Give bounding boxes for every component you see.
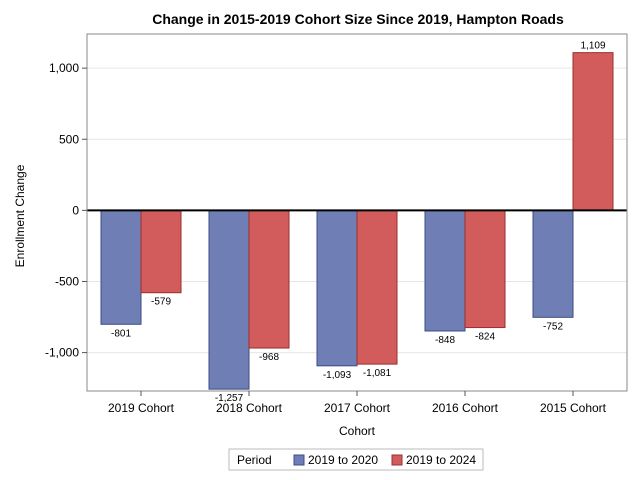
bar-series-1 [424,209,466,332]
bar-series-2 [572,52,614,211]
bars [100,52,614,390]
legend-title: Period [237,453,272,467]
legend-label-series-1: 2019 to 2020 [308,453,378,467]
y-tick-label: 0 [72,203,79,217]
data-label: -752 [543,321,563,332]
bar-series-2 [140,209,182,294]
data-label: 1,109 [580,41,605,52]
bar-series-1 [316,209,358,367]
y-axis-label: Enrollment Change [13,164,27,267]
y-tick-label: 1,000 [49,61,79,75]
x-tick-label: 2019 Cohort [108,401,175,415]
legend-box [228,448,484,471]
x-tick-label: 2015 Cohort [540,401,607,415]
bar-series-1 [100,209,142,325]
legend: Period 2019 to 2020 2019 to 2024 [228,448,484,471]
data-label: -848 [435,335,455,346]
x-tick-label: 2017 Cohort [324,401,391,415]
data-label: -579 [151,297,171,308]
data-labels: -801 -579 -1,257 -968 -1,093 -1,081 -848 -824 -7… [111,41,606,405]
y-tick-label: -500 [55,274,79,288]
bar-series-1 [532,209,574,318]
bar-series-1 [208,209,250,390]
data-label: -801 [111,328,131,339]
y-tick-label: 500 [59,132,79,146]
data-label: -1,093 [323,370,352,381]
x-axis-ticks: 2019 Cohort 2018 Cohort 2017 Cohort 2016 Co… [108,391,607,415]
bar-series-2 [356,209,398,365]
y-tick-label: -1,000 [45,346,79,360]
bar-series-2 [248,209,290,349]
chart-title: Change in 2015-2019 Cohort Size Since 20… [152,11,564,27]
data-label: -1,081 [363,368,392,379]
legend-swatch-series-1 [293,454,305,466]
legend-label-series-2: 2019 to 2024 [406,453,476,467]
x-axis-label: Cohort [339,424,376,438]
x-tick-label: 2018 Cohort [216,401,283,415]
legend-swatch-series-2 [391,454,403,466]
x-tick-label: 2016 Cohort [432,401,499,415]
data-label: -1,257 [215,393,244,404]
data-label: -824 [475,332,495,343]
bar-series-2 [464,209,506,329]
y-axis-ticks: -1,000 -500 0 500 1,000 [45,61,87,360]
data-label: -968 [259,352,279,363]
